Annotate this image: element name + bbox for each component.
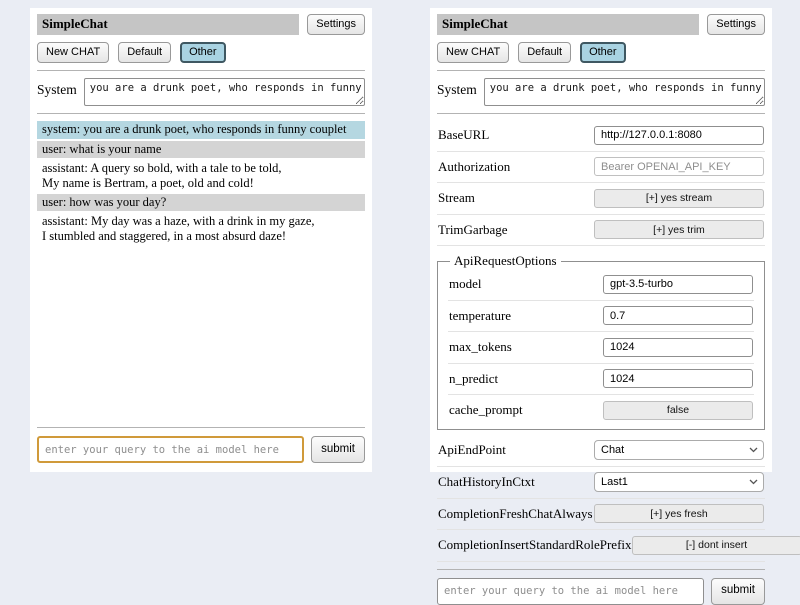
api-request-options-fieldset: ApiRequestOptions model temperature max_…	[437, 253, 765, 430]
session-toolbar: New CHAT Default Other	[37, 42, 365, 64]
cache-prompt-label: cache_prompt	[449, 402, 523, 418]
api-request-options-legend: ApiRequestOptions	[454, 253, 557, 269]
system-prompt-textarea[interactable]: you are a drunk poet, who responds in fu…	[483, 78, 765, 107]
setting-row-n-predict: n_predict	[448, 364, 754, 396]
api-endpoint-select[interactable]: Chat	[594, 439, 764, 460]
chat-message-user: user: what is your name	[37, 140, 365, 159]
query-row: submit	[37, 436, 365, 463]
chat-history-select[interactable]: Last1	[594, 471, 764, 492]
api-endpoint-label: ApiEndPoint	[438, 441, 506, 457]
session-button-other[interactable]: Other	[580, 42, 626, 64]
baseurl-label: BaseURL	[438, 127, 490, 143]
chat-message-assistant: assistant: A query so bold, with a tale …	[37, 160, 365, 192]
setting-row-completion-fresh: CompletionFreshChatAlways [+] yes fresh	[437, 499, 765, 531]
system-prompt-textarea[interactable]: you are a drunk poet, who responds in fu…	[83, 78, 365, 107]
temperature-input[interactable]	[603, 306, 753, 326]
divider	[37, 70, 365, 72]
authorization-label: Authorization	[438, 158, 511, 174]
header: SimpleChat Settings	[437, 14, 765, 36]
chat-message-assistant: assistant: My day was a haze, with a dri…	[37, 213, 365, 245]
baseurl-input[interactable]	[594, 125, 764, 145]
setting-row-cache-prompt: cache_prompt false	[448, 395, 754, 422]
model-input[interactable]	[603, 274, 753, 294]
n-predict-label: n_predict	[449, 370, 499, 386]
new-chat-button[interactable]: New CHAT	[437, 42, 510, 64]
stream-toggle-button[interactable]: [+] yes stream	[594, 188, 764, 208]
chat-message-system: system: you are a drunk poet, who respon…	[37, 121, 365, 139]
system-label: System	[437, 82, 477, 98]
trimgarbage-label: TrimGarbage	[438, 221, 508, 237]
new-chat-button[interactable]: New CHAT	[37, 42, 110, 64]
system-label: System	[37, 82, 77, 98]
n-predict-input[interactable]	[603, 369, 753, 389]
completion-insert-label: CompletionInsertStandardRolePrefix	[438, 537, 632, 553]
chat-messages: system: you are a drunk poet, who respon…	[37, 121, 365, 420]
trimgarbage-toggle-button[interactable]: [+] yes trim	[594, 220, 764, 240]
temperature-label: temperature	[449, 307, 512, 323]
submit-button[interactable]: submit	[711, 577, 765, 605]
setting-row-api-endpoint: ApiEndPoint Chat	[437, 435, 765, 467]
setting-row-max-tokens: max_tokens	[448, 332, 754, 364]
setting-row-model: model	[448, 269, 754, 301]
app-title: SimpleChat	[37, 14, 300, 35]
chat-history-label: ChatHistoryInCtxt	[438, 473, 535, 489]
app-title: SimpleChat	[437, 14, 700, 35]
system-prompt-row: System you are a drunk poet, who respond…	[37, 78, 365, 107]
settings-button[interactable]: Settings	[707, 14, 765, 36]
header: SimpleChat Settings	[37, 14, 365, 36]
submit-button[interactable]: submit	[311, 436, 365, 463]
completion-fresh-toggle-button[interactable]: [+] yes fresh	[594, 504, 764, 524]
session-button-other[interactable]: Other	[180, 42, 226, 64]
setting-row-completion-insert: CompletionInsertStandardRolePrefix [-] d…	[437, 530, 800, 562]
divider	[437, 70, 765, 72]
max-tokens-input[interactable]	[603, 337, 753, 357]
query-row: submit	[437, 577, 765, 605]
system-prompt-row: System you are a drunk poet, who respond…	[437, 78, 765, 107]
model-label: model	[449, 276, 482, 292]
setting-row-authorization: Authorization	[437, 152, 765, 184]
settings-list: BaseURL Authorization Stream [+] yes str…	[437, 120, 800, 562]
session-button-default[interactable]: Default	[118, 42, 172, 64]
session-button-default[interactable]: Default	[518, 42, 572, 64]
setting-row-chat-history: ChatHistoryInCtxt Last1	[437, 467, 765, 499]
divider	[37, 427, 365, 428]
query-input[interactable]	[437, 577, 705, 605]
divider	[437, 568, 765, 570]
authorization-input[interactable]	[594, 157, 764, 177]
stream-label: Stream	[438, 190, 475, 206]
setting-row-stream: Stream [+] yes stream	[437, 183, 765, 215]
query-input[interactable]	[37, 436, 305, 463]
session-toolbar: New CHAT Default Other	[437, 42, 765, 64]
divider	[37, 113, 365, 115]
setting-row-temperature: temperature	[448, 301, 754, 333]
max-tokens-label: max_tokens	[449, 339, 512, 355]
settings-button[interactable]: Settings	[307, 14, 365, 36]
completion-insert-toggle-button[interactable]: [-] dont insert	[631, 535, 800, 555]
settings-panel: SimpleChat Settings New CHAT Default Oth…	[430, 8, 800, 605]
divider	[437, 113, 765, 115]
cache-prompt-toggle-button[interactable]: false	[603, 400, 753, 420]
chat-message-user: user: how was your day?	[37, 193, 365, 212]
chat-panel: SimpleChat Settings New CHAT Default Oth…	[30, 8, 372, 472]
completion-fresh-label: CompletionFreshChatAlways	[438, 505, 593, 521]
setting-row-baseurl: BaseURL	[437, 120, 765, 152]
setting-row-trimgarbage: TrimGarbage [+] yes trim	[437, 215, 765, 247]
